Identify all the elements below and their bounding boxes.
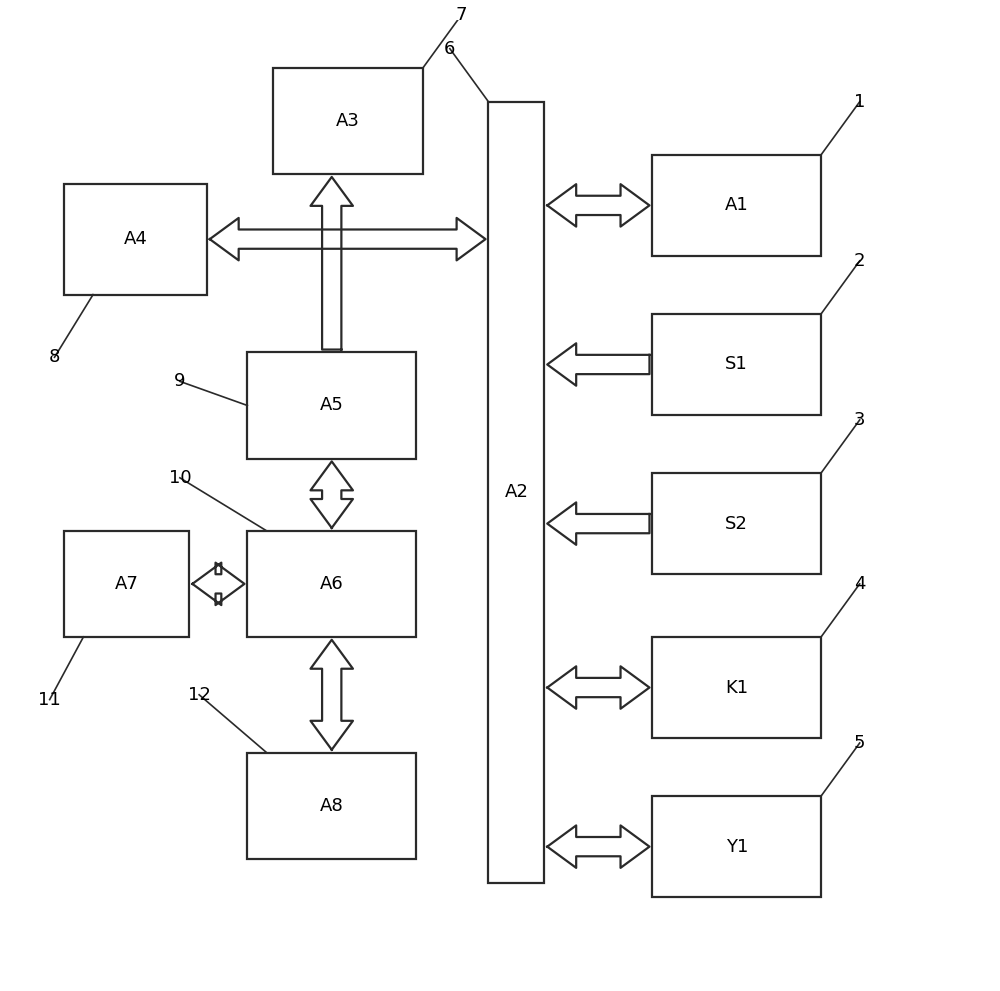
Text: 8: 8 bbox=[49, 348, 60, 367]
Text: 2: 2 bbox=[854, 252, 865, 270]
Text: A1: A1 bbox=[725, 196, 749, 214]
Text: 3: 3 bbox=[854, 411, 865, 429]
Text: 4: 4 bbox=[854, 575, 865, 593]
Bar bbox=[64, 531, 189, 637]
Text: 6: 6 bbox=[444, 40, 456, 57]
Text: 9: 9 bbox=[174, 373, 186, 390]
Text: K1: K1 bbox=[725, 679, 748, 697]
Text: S2: S2 bbox=[725, 514, 748, 532]
Bar bbox=[247, 353, 416, 459]
Text: A3: A3 bbox=[336, 112, 360, 130]
Bar bbox=[652, 314, 821, 415]
Text: S1: S1 bbox=[725, 356, 748, 374]
Text: 1: 1 bbox=[854, 93, 865, 111]
Bar bbox=[652, 473, 821, 574]
Bar bbox=[652, 155, 821, 256]
Text: A7: A7 bbox=[115, 575, 139, 593]
Text: A4: A4 bbox=[124, 230, 147, 248]
Bar bbox=[273, 68, 423, 174]
Text: 5: 5 bbox=[854, 734, 865, 752]
Text: 11: 11 bbox=[38, 691, 61, 709]
Bar bbox=[247, 752, 416, 858]
Bar bbox=[652, 796, 821, 897]
Bar bbox=[488, 102, 544, 883]
Text: A8: A8 bbox=[320, 797, 344, 815]
Text: 12: 12 bbox=[188, 686, 211, 704]
Text: A5: A5 bbox=[320, 396, 344, 414]
Text: Y1: Y1 bbox=[726, 837, 748, 855]
Bar bbox=[652, 637, 821, 738]
Text: 10: 10 bbox=[169, 469, 191, 487]
Text: A6: A6 bbox=[320, 575, 344, 593]
Bar bbox=[247, 531, 416, 637]
Bar bbox=[64, 183, 207, 294]
Text: 7: 7 bbox=[456, 6, 467, 24]
Text: A2: A2 bbox=[504, 484, 528, 501]
